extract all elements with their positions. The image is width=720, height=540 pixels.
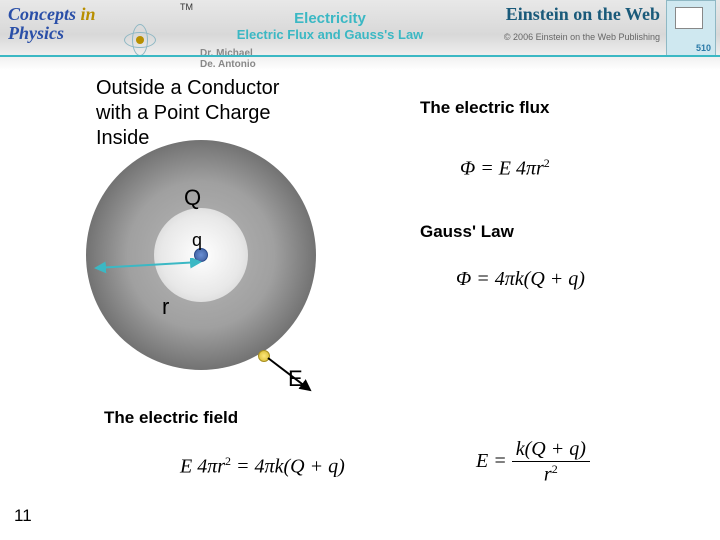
label-big-q: Q — [184, 185, 201, 211]
trademark: TM — [180, 2, 193, 12]
label-r: r — [162, 294, 169, 320]
copyright: © 2006 Einstein on the Web Publishing — [504, 32, 660, 42]
header: Concepts in Physics TM Electricity Elect… — [0, 0, 720, 70]
equation-field-lhs: E 4πr2 = 4πk(Q + q) — [180, 454, 345, 479]
equation-gauss: Φ = 4πk(Q + q) — [456, 268, 585, 291]
logo-concepts-in-physics: Concepts in Physics — [8, 4, 96, 44]
radius-arrow-icon — [92, 258, 204, 278]
header-title: Electricity Electric Flux and Gauss's La… — [200, 10, 460, 42]
heading-electric-field: The electric field — [104, 408, 238, 428]
label-e: E — [288, 366, 303, 392]
equation-flux: Φ = E 4πr2 — [460, 156, 550, 181]
computer-icon: 510 — [666, 0, 716, 56]
author-name: Dr. Michael De. Antonio — [200, 48, 256, 70]
conductor-diagram: Q q r E — [76, 130, 326, 380]
equation-field-result: E = k(Q + q)r2 — [476, 438, 590, 487]
lesson-number: 510 — [696, 43, 711, 53]
label-small-q: q — [192, 230, 202, 251]
heading-gauss-law: Gauss' Law — [420, 222, 514, 242]
page-number: 11 — [14, 506, 32, 526]
logo-einstein-web: Einstein on the Web — [506, 4, 660, 25]
heading-electric-flux: The electric flux — [420, 98, 549, 118]
atom-icon — [120, 20, 160, 60]
